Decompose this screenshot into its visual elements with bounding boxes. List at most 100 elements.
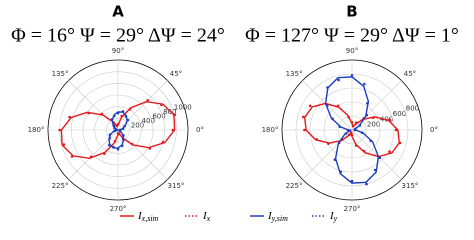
data-point	[121, 110, 125, 113]
theta-tick-label: 45°	[404, 70, 416, 78]
data-point	[122, 134, 125, 137]
data-point	[362, 149, 366, 153]
data-point	[394, 128, 398, 132]
data-point	[337, 78, 340, 82]
data-point	[62, 143, 66, 146]
data-point	[360, 131, 364, 135]
data-point	[388, 118, 392, 122]
data-point	[378, 156, 382, 160]
data-point	[363, 82, 366, 86]
r-tick-label: 800	[406, 105, 419, 113]
panel-subtitle: Φ = 127° Ψ = 29° ΔΨ = 1°	[245, 25, 459, 47]
theta-tick-label: 135°	[52, 70, 69, 78]
data-point	[115, 128, 119, 132]
data-point	[350, 133, 354, 137]
sim-curve	[303, 102, 401, 158]
data-point	[110, 118, 114, 121]
data-point	[338, 125, 342, 129]
theta-tick-label: 0°	[430, 126, 438, 134]
data-point	[326, 86, 329, 89]
data-point	[128, 107, 132, 111]
data-point	[354, 144, 358, 147]
panel-subtitle: Φ = 16° Ψ = 29° ΔΨ = 24°	[11, 25, 225, 47]
data-point	[308, 104, 312, 108]
theta-tick-label: 90°	[346, 47, 358, 55]
data-point	[354, 127, 357, 131]
legend-label: Iy,sim	[267, 210, 288, 223]
data-point	[108, 133, 112, 136]
legend-label: Ix	[202, 210, 211, 223]
theta-tick-label: 45°	[170, 70, 182, 78]
data-point	[113, 139, 117, 143]
data-point	[303, 128, 306, 132]
data-point	[146, 99, 149, 102]
theta-tick-label: 270°	[110, 205, 127, 213]
r-tick-label: 600	[393, 110, 406, 118]
theta-tick-label: 135°	[286, 70, 303, 78]
data-point	[336, 104, 340, 108]
data-point	[358, 124, 362, 127]
theta-tick-label: 0°	[196, 126, 204, 134]
theta-tick-label: 90°	[112, 47, 124, 55]
data-point	[339, 170, 343, 174]
figure: AΦ = 16° Ψ = 29° ΔΨ = 24°200400600800100…	[11, 3, 459, 223]
theta-tick-label: 225°	[286, 182, 303, 190]
data-point	[315, 138, 319, 141]
data-point	[108, 136, 112, 140]
theta-tick-label: 270°	[344, 205, 361, 213]
grid-spoke	[68, 80, 119, 131]
data-point	[58, 128, 61, 132]
data-point	[348, 129, 352, 132]
data-point	[115, 124, 119, 127]
data-point	[350, 179, 354, 183]
data-point	[371, 116, 375, 120]
data-point	[113, 129, 116, 133]
data-point	[68, 115, 71, 119]
data-point	[112, 145, 115, 149]
theta-tick-label: 315°	[402, 182, 419, 190]
data-point	[333, 158, 337, 162]
data-point	[373, 168, 377, 172]
data-point	[121, 127, 125, 130]
data-point	[123, 124, 126, 128]
data-point	[100, 112, 104, 116]
data-point	[350, 121, 354, 124]
panel-title: A	[112, 3, 124, 21]
data-point	[331, 117, 334, 121]
data-point	[346, 128, 350, 132]
data-point	[113, 126, 116, 130]
data-point	[398, 141, 402, 145]
data-point	[116, 111, 120, 115]
r-tick-label: 200	[131, 122, 144, 130]
data-point	[388, 150, 391, 153]
data-point	[160, 103, 163, 107]
data-point	[354, 121, 358, 125]
data-point	[70, 155, 74, 158]
theta-tick-label: 225°	[52, 182, 69, 190]
data-point	[107, 143, 111, 147]
legend-label: Ix,sim	[137, 210, 159, 223]
data-point	[365, 182, 368, 186]
data-point	[366, 102, 369, 105]
data-point	[337, 141, 341, 145]
data-point	[124, 115, 128, 118]
grid-spoke	[117, 129, 168, 180]
data-point	[116, 147, 120, 151]
r-tick-label: 200	[367, 121, 380, 129]
data-point	[121, 137, 125, 141]
data-point	[126, 118, 130, 122]
theta-tick-label: 180°	[28, 126, 45, 134]
panel-title: B	[346, 3, 357, 21]
data-point	[347, 133, 351, 137]
data-point	[148, 147, 152, 150]
grid-spoke	[302, 129, 353, 180]
data-point	[87, 111, 90, 115]
data-point	[89, 155, 93, 159]
data-point	[347, 115, 350, 119]
legend-label: Iy	[329, 210, 338, 223]
data-point	[302, 115, 305, 119]
theta-tick-label: 315°	[168, 182, 185, 190]
data-point	[325, 103, 329, 107]
data-point	[161, 140, 165, 144]
theta-tick-label: 180°	[262, 126, 279, 134]
